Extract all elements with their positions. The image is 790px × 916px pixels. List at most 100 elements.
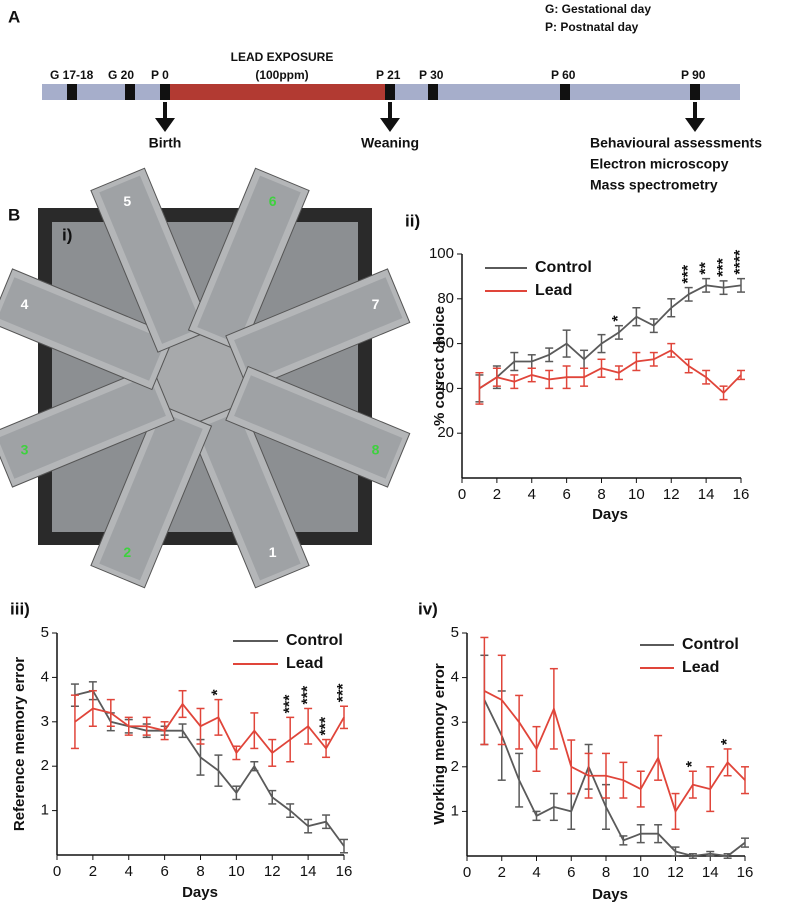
error-bar	[549, 792, 558, 822]
error-bar	[719, 385, 728, 401]
maze-arm	[0, 365, 175, 488]
error-bar	[737, 369, 745, 381]
x-tick-label: 14	[702, 864, 719, 881]
error-bar	[614, 324, 623, 340]
arm-inner	[99, 412, 203, 581]
error-bar	[580, 367, 589, 387]
error-bar	[741, 766, 749, 795]
error-bar	[619, 835, 628, 846]
error-bar	[636, 824, 645, 844]
error-bar	[178, 723, 187, 739]
timeline-marker-label: P 90	[681, 68, 706, 82]
x-tick-label: 6	[160, 863, 168, 880]
error-bar	[632, 351, 641, 372]
error-bar	[304, 818, 313, 834]
y-tick-label: 80	[437, 290, 454, 307]
error-bar	[649, 318, 658, 334]
timeline-marker	[385, 84, 395, 100]
error-bar	[322, 738, 331, 759]
arm-inner	[99, 175, 203, 344]
maze-arm	[225, 365, 411, 488]
error-bar	[304, 707, 313, 745]
significance: ***	[680, 264, 697, 283]
maze-arm	[187, 167, 310, 353]
arm-number: 8	[372, 441, 380, 457]
error-bar	[667, 298, 676, 318]
x-tick-label: 4	[125, 863, 133, 880]
arm-number: 2	[123, 544, 131, 560]
error-bar	[719, 280, 728, 296]
y-tick-label: 1	[41, 802, 49, 819]
maze-arm	[187, 403, 310, 589]
error-bar	[580, 349, 589, 369]
significance: ***	[299, 685, 316, 704]
error-bar	[286, 716, 295, 763]
error-bar	[545, 347, 554, 363]
x-tick-label: 0	[458, 486, 466, 503]
y-tick-label: 4	[451, 669, 459, 686]
maze-arm	[90, 167, 213, 353]
timeline-marker-label: P 30	[419, 68, 444, 82]
error-bar	[562, 365, 571, 390]
timeline-marker-label: P 0	[151, 68, 169, 82]
error-bar	[671, 846, 680, 857]
x-tick-label: 8	[196, 863, 204, 880]
error-bar	[562, 329, 571, 358]
arm-inner	[234, 277, 403, 381]
error-bar	[706, 766, 715, 813]
error-bar	[232, 745, 241, 761]
series-line	[74, 702, 345, 755]
y-tick-label: 3	[41, 713, 49, 730]
event-label: Birth	[149, 135, 182, 151]
arm-number: 4	[21, 296, 29, 312]
significance: *	[719, 738, 736, 745]
arm-number: 3	[21, 441, 29, 457]
error-bar	[741, 837, 749, 848]
series-line	[74, 689, 345, 847]
error-bar	[515, 752, 524, 808]
timeline-marker	[690, 84, 700, 100]
event-arrowhead	[380, 118, 400, 132]
error-bar	[340, 838, 348, 854]
error-bar	[671, 792, 680, 830]
error-bar	[124, 716, 133, 736]
error-bar	[106, 698, 115, 727]
error-bar	[619, 761, 628, 799]
error-bar	[584, 752, 593, 799]
x-axis-title: Days	[592, 886, 628, 903]
timeline-marker	[160, 84, 170, 100]
error-bar	[510, 351, 519, 372]
error-bar	[688, 770, 697, 799]
error-bar	[515, 694, 524, 750]
exposure-label: LEAD EXPOSURE	[231, 50, 334, 64]
error-bar	[232, 785, 241, 801]
legend-label: Lead	[682, 659, 719, 676]
series-line	[478, 349, 742, 395]
timeline-marker	[67, 84, 77, 100]
y-tick-label: 40	[437, 379, 454, 396]
error-bar	[702, 369, 711, 385]
error-bar	[492, 367, 501, 387]
legend-label: Lead	[535, 282, 572, 299]
error-bar	[549, 667, 558, 750]
x-tick-label: 10	[628, 486, 645, 503]
series-line	[483, 690, 746, 814]
error-bar	[737, 277, 745, 293]
error-bar	[196, 707, 205, 745]
x-axis-title: Days	[592, 506, 628, 523]
significance: ***	[317, 716, 334, 735]
panel-label: i)	[62, 225, 72, 244]
error-bar	[532, 725, 541, 773]
x-tick-label: 16	[737, 864, 754, 881]
event-label: Weaning	[361, 135, 419, 151]
event-arrowhead	[155, 118, 175, 132]
error-bar	[654, 734, 663, 781]
error-bar	[527, 367, 536, 383]
error-bar	[480, 636, 489, 746]
x-tick-label: 12	[667, 864, 684, 881]
significance: ***	[281, 694, 298, 713]
x-tick-label: 6	[562, 486, 570, 503]
x-tick-label: 10	[632, 864, 649, 881]
panel-label: ii)	[405, 211, 420, 230]
